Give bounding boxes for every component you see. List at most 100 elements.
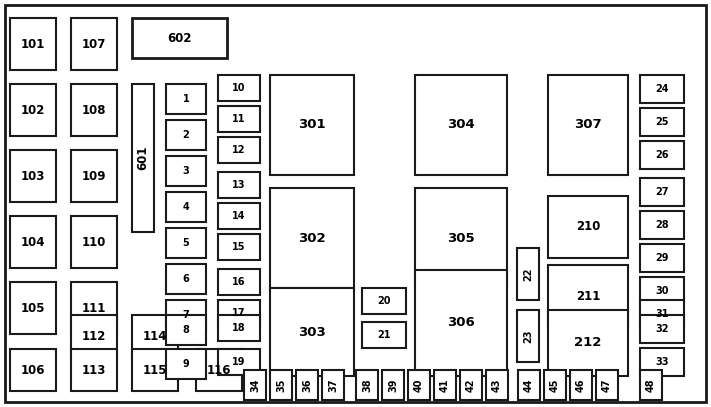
Text: 2: 2 [183, 130, 189, 140]
Text: 22: 22 [523, 267, 533, 281]
Bar [570, 370, 592, 400]
Bar [132, 349, 178, 391]
Bar [71, 282, 117, 334]
Text: 211: 211 [576, 289, 600, 302]
Bar [71, 84, 117, 136]
Bar [640, 370, 662, 400]
Bar [640, 75, 684, 103]
Bar [71, 18, 117, 70]
Bar [166, 264, 206, 294]
Bar [10, 150, 56, 202]
Bar [218, 137, 260, 163]
Text: 34: 34 [250, 378, 260, 392]
Text: 37: 37 [328, 378, 338, 392]
Text: 107: 107 [82, 37, 106, 50]
Text: 45: 45 [550, 378, 560, 392]
Bar [640, 178, 684, 206]
Bar [166, 84, 206, 114]
Bar [548, 75, 628, 175]
Bar [460, 370, 482, 400]
Bar [270, 288, 354, 376]
Bar [415, 270, 507, 376]
Bar [166, 156, 206, 186]
Text: 106: 106 [21, 363, 46, 376]
Text: 115: 115 [143, 363, 167, 376]
Text: 9: 9 [183, 359, 189, 369]
Bar [640, 348, 684, 376]
Text: 12: 12 [232, 145, 246, 155]
Text: 8: 8 [183, 325, 189, 335]
Bar [10, 18, 56, 70]
Text: 305: 305 [447, 232, 475, 245]
Text: 46: 46 [576, 378, 586, 392]
Bar [415, 75, 507, 175]
Text: 301: 301 [298, 118, 326, 131]
Text: 10: 10 [232, 83, 246, 93]
Bar [382, 370, 404, 400]
Text: 110: 110 [82, 236, 106, 249]
Bar [517, 248, 539, 300]
Text: 31: 31 [656, 309, 669, 319]
Bar [270, 75, 354, 175]
Bar [218, 315, 260, 341]
Text: 25: 25 [656, 117, 669, 127]
Text: 14: 14 [232, 211, 246, 221]
Text: 39: 39 [388, 378, 398, 392]
Bar [270, 188, 354, 288]
Text: 602: 602 [167, 31, 192, 44]
Text: 303: 303 [298, 326, 326, 339]
Bar [640, 141, 684, 169]
Text: 1: 1 [183, 94, 189, 104]
Text: 48: 48 [646, 378, 656, 392]
Bar [244, 370, 266, 400]
Text: 32: 32 [656, 324, 669, 334]
Text: 114: 114 [143, 330, 167, 343]
Text: 28: 28 [656, 220, 669, 230]
Bar [166, 120, 206, 150]
Bar [640, 211, 684, 239]
Text: 116: 116 [207, 363, 231, 376]
Text: 307: 307 [574, 118, 602, 131]
Bar [596, 370, 618, 400]
Bar [71, 315, 117, 357]
Text: 4: 4 [183, 202, 189, 212]
Text: 19: 19 [232, 357, 246, 367]
Bar [544, 370, 566, 400]
Text: 29: 29 [656, 253, 669, 263]
Text: 112: 112 [82, 330, 106, 343]
Text: 7: 7 [183, 310, 189, 320]
Bar [218, 75, 260, 101]
Bar [166, 228, 206, 258]
Bar [10, 84, 56, 136]
Text: 108: 108 [82, 103, 106, 116]
Text: 101: 101 [21, 37, 46, 50]
Text: 23: 23 [523, 329, 533, 343]
Text: 24: 24 [656, 84, 669, 94]
Bar [517, 310, 539, 362]
Bar [362, 288, 406, 314]
Bar [196, 349, 242, 391]
Text: 212: 212 [574, 337, 602, 350]
Bar [415, 188, 507, 288]
Bar [71, 216, 117, 268]
Bar [218, 203, 260, 229]
Text: 41: 41 [440, 378, 450, 392]
Bar [166, 315, 206, 345]
Text: 16: 16 [232, 277, 246, 287]
Bar [218, 234, 260, 260]
Text: 601: 601 [137, 146, 149, 170]
Text: 35: 35 [276, 378, 286, 392]
Text: 20: 20 [378, 296, 391, 306]
Bar [132, 84, 154, 232]
Text: 5: 5 [183, 238, 189, 248]
Bar [640, 244, 684, 272]
Text: 42: 42 [466, 378, 476, 392]
Text: 109: 109 [82, 169, 106, 182]
Bar [10, 349, 56, 391]
Text: 17: 17 [232, 308, 246, 318]
Bar [71, 150, 117, 202]
Text: 3: 3 [183, 166, 189, 176]
Bar [356, 370, 378, 400]
Bar [166, 192, 206, 222]
Bar [218, 106, 260, 132]
